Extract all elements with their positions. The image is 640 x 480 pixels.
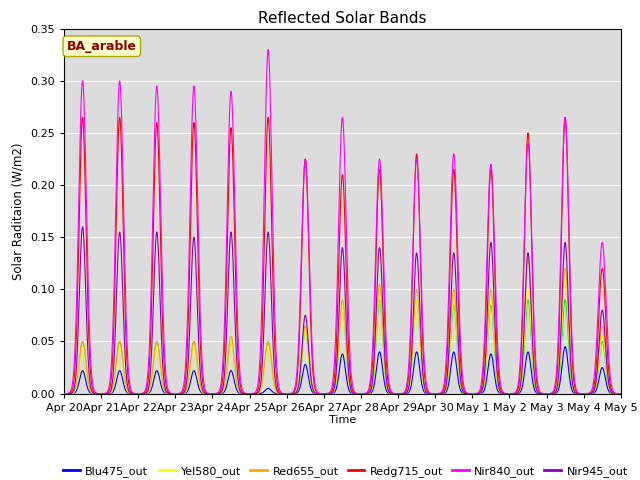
Redg715_out bbox=[60, 391, 68, 396]
Yel580_out bbox=[60, 391, 68, 396]
Grn535_out bbox=[436, 391, 444, 396]
Redg715_out bbox=[322, 391, 330, 396]
Line: Red655_out: Red655_out bbox=[64, 258, 621, 394]
Yel580_out bbox=[616, 391, 624, 396]
X-axis label: Time: Time bbox=[329, 415, 356, 425]
Blu475_out bbox=[499, 391, 507, 396]
Redg715_out bbox=[616, 391, 624, 396]
Blu475_out bbox=[160, 389, 168, 395]
Grn535_out bbox=[616, 391, 624, 396]
Redg715_out bbox=[467, 391, 475, 396]
Blu475_out bbox=[617, 391, 625, 396]
Red655_out bbox=[617, 391, 625, 396]
Redg715_out bbox=[79, 115, 86, 120]
Blu475_out bbox=[322, 391, 330, 396]
Yel580_out bbox=[436, 391, 444, 396]
Nir945_out bbox=[322, 391, 330, 396]
Nir945_out bbox=[161, 380, 168, 385]
Yel580_out bbox=[499, 391, 506, 396]
Text: BA_arable: BA_arable bbox=[67, 40, 137, 53]
Red655_out bbox=[436, 391, 444, 396]
Nir840_out bbox=[264, 47, 272, 52]
Nir840_out bbox=[60, 391, 68, 396]
Grn535_out bbox=[499, 391, 506, 396]
Nir945_out bbox=[617, 391, 625, 396]
Redg715_out bbox=[161, 361, 168, 367]
Grn535_out bbox=[467, 391, 475, 396]
Line: Blu475_out: Blu475_out bbox=[64, 347, 621, 394]
Nir840_out bbox=[467, 391, 475, 396]
Red655_out bbox=[60, 391, 68, 396]
Grn535_out bbox=[561, 297, 569, 303]
Blu475_out bbox=[246, 391, 254, 396]
Blu475_out bbox=[467, 391, 475, 396]
Red655_out bbox=[616, 391, 624, 396]
Nir840_out bbox=[322, 391, 330, 396]
Nir945_out bbox=[436, 391, 444, 396]
Nir840_out bbox=[160, 339, 168, 345]
Nir840_out bbox=[617, 391, 625, 396]
Grn535_out bbox=[322, 391, 330, 396]
Blu475_out bbox=[60, 391, 68, 396]
Red655_out bbox=[160, 386, 168, 392]
Yel580_out bbox=[322, 391, 330, 396]
Yel580_out bbox=[617, 391, 625, 396]
Line: Yel580_out: Yel580_out bbox=[64, 279, 621, 394]
Y-axis label: Solar Raditaion (W/m2): Solar Raditaion (W/m2) bbox=[12, 143, 25, 280]
Red655_out bbox=[524, 255, 532, 261]
Line: Redg715_out: Redg715_out bbox=[64, 118, 621, 394]
Red655_out bbox=[467, 391, 475, 396]
Line: Grn535_out: Grn535_out bbox=[64, 300, 621, 394]
Grn535_out bbox=[617, 391, 625, 396]
Legend: Blu475_out, Grn535_out, Yel580_out, Red655_out, Redg715_out, Nir840_out, Nir945_: Blu475_out, Grn535_out, Yel580_out, Red6… bbox=[58, 461, 632, 480]
Nir945_out bbox=[79, 224, 86, 230]
Nir945_out bbox=[467, 391, 475, 396]
Nir840_out bbox=[436, 390, 444, 396]
Redg715_out bbox=[499, 390, 507, 396]
Nir840_out bbox=[616, 391, 624, 396]
Blu475_out bbox=[436, 391, 444, 396]
Title: Reflected Solar Bands: Reflected Solar Bands bbox=[258, 11, 427, 26]
Yel580_out bbox=[467, 391, 475, 396]
Line: Nir945_out: Nir945_out bbox=[64, 227, 621, 394]
Red655_out bbox=[322, 391, 330, 396]
Grn535_out bbox=[160, 387, 168, 393]
Nir945_out bbox=[499, 391, 507, 396]
Blu475_out bbox=[561, 344, 569, 349]
Grn535_out bbox=[60, 391, 68, 396]
Nir840_out bbox=[499, 389, 507, 395]
Yel580_out bbox=[160, 387, 168, 393]
Red655_out bbox=[499, 391, 506, 396]
Line: Nir840_out: Nir840_out bbox=[64, 49, 621, 394]
Redg715_out bbox=[436, 391, 444, 396]
Nir945_out bbox=[616, 391, 624, 396]
Nir945_out bbox=[60, 391, 68, 396]
Yel580_out bbox=[561, 276, 569, 282]
Blu475_out bbox=[616, 391, 624, 396]
Redg715_out bbox=[617, 391, 625, 396]
